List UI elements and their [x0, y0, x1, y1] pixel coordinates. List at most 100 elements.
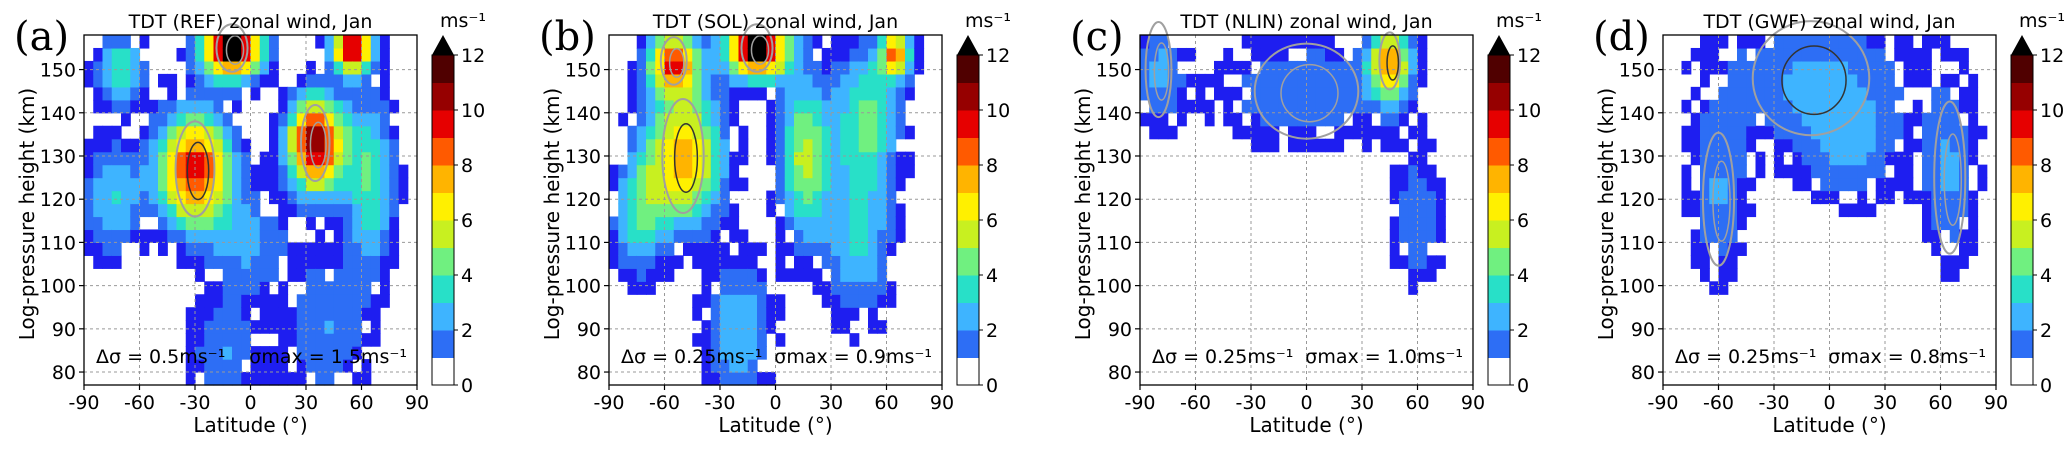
heatmap-cell [784, 99, 795, 114]
heatmap-cell [1931, 177, 1942, 192]
heatmap-cell [738, 346, 749, 360]
colorbar-bin [2011, 192, 2033, 221]
heatmap-cell [111, 86, 122, 101]
heatmap-cell [250, 359, 261, 373]
heatmap-cell [729, 216, 740, 231]
heatmap-cell [914, 47, 925, 62]
heatmap-cell [1848, 73, 1858, 88]
heatmap-cell [609, 177, 619, 192]
heatmap-cell [636, 164, 647, 179]
heatmap-cell [130, 99, 141, 114]
heatmap-cell [738, 281, 749, 295]
heatmap-cell [389, 242, 400, 256]
heatmap-cell [204, 242, 215, 256]
heatmap-cell [185, 242, 196, 256]
heatmap-cell [287, 112, 298, 127]
heatmap-cell [1774, 47, 1784, 62]
heatmap-cell [324, 73, 335, 88]
heatmap-cell [167, 73, 178, 88]
heatmap-cell [287, 99, 298, 114]
heatmap-cell [868, 125, 878, 140]
heatmap-cell [1829, 151, 1840, 166]
heatmap-cell [1278, 35, 1289, 49]
heatmap-cell [324, 372, 335, 386]
heatmap-cell [167, 177, 178, 192]
heatmap-cell [296, 177, 307, 192]
heatmap-cell [877, 294, 888, 308]
heatmap-cell [1417, 229, 1428, 243]
contour-line [215, 23, 249, 73]
heatmap-cell [803, 190, 814, 205]
heatmap-cell [720, 203, 730, 218]
heatmap-cell [1352, 60, 1363, 75]
heatmap-cell [747, 307, 758, 321]
heatmap-cell [831, 99, 841, 114]
heatmap-cell [324, 203, 335, 218]
heatmap-cell [111, 151, 122, 166]
heatmap-cell [1700, 125, 1710, 140]
heatmap-cell [1792, 86, 1803, 101]
heatmap-cell [315, 73, 326, 88]
heatmap-cell [738, 294, 749, 308]
heatmap-cell [195, 73, 205, 88]
colorbar-bin [957, 330, 979, 358]
heatmap-cell [296, 99, 307, 114]
heatmap-cell [1417, 268, 1428, 282]
heatmap-cell [636, 125, 647, 140]
heatmap-cell [1389, 112, 1400, 127]
heatmap-cell [1158, 112, 1169, 127]
heatmap-cell [1940, 73, 1951, 88]
heatmap-cell [1922, 151, 1932, 166]
heatmap-cell [185, 125, 196, 140]
heatmap-cell [1417, 216, 1428, 231]
heatmap-cell [1940, 216, 1951, 231]
heatmap-cell [241, 242, 252, 256]
heatmap-cell [1801, 177, 1812, 192]
heatmap-cell [747, 320, 758, 334]
heatmap-cell [370, 203, 381, 218]
heatmap-cell [93, 99, 104, 114]
heatmap-cell [738, 60, 749, 75]
heatmap-cell [121, 112, 131, 127]
heatmap-cell [1681, 177, 1692, 192]
heatmap-cell [886, 151, 897, 166]
heatmap-cell [701, 151, 712, 166]
heatmap-cell [333, 73, 344, 88]
heatmap-cell [195, 35, 205, 49]
heatmap-cell [803, 242, 814, 256]
heatmap-cell [1774, 35, 1784, 49]
heatmap-cell [361, 242, 372, 256]
heatmap-cell [1362, 125, 1372, 140]
heatmap-cell [1792, 35, 1803, 49]
heatmap-cell [1727, 73, 1738, 88]
heatmap-cell [278, 86, 289, 101]
heatmap-cell [380, 47, 390, 62]
heatmap-cell [1700, 268, 1710, 282]
colorbar-bin [957, 357, 979, 386]
heatmap-cell [269, 268, 279, 282]
heatmap-cell [269, 151, 279, 166]
heatmap-cell [204, 112, 215, 127]
heatmap-cell [868, 281, 878, 295]
heatmap-cell [1783, 164, 1794, 179]
heatmap-cell [868, 47, 878, 62]
heatmap-cell [389, 164, 400, 179]
heatmap-cell [324, 281, 335, 295]
heatmap-cell [315, 294, 326, 308]
heatmap-cell [877, 255, 888, 269]
heatmap-cell [1297, 99, 1308, 114]
heatmap-cell [296, 86, 307, 101]
heatmap-cell [646, 73, 656, 88]
heatmap-cell [840, 47, 851, 62]
heatmap-cell [1709, 125, 1720, 140]
heatmap-cell [1371, 47, 1382, 62]
heatmap-cell [241, 190, 252, 205]
heatmap-cell [195, 86, 205, 101]
heatmap-cell [609, 255, 619, 269]
colorbar-bin [432, 82, 454, 111]
heatmap-cell [306, 294, 316, 308]
heatmap-cell [849, 73, 860, 88]
heatmap-cell [1968, 151, 1979, 166]
heatmap-cell [1352, 47, 1363, 62]
heatmap-cell [1700, 112, 1710, 127]
